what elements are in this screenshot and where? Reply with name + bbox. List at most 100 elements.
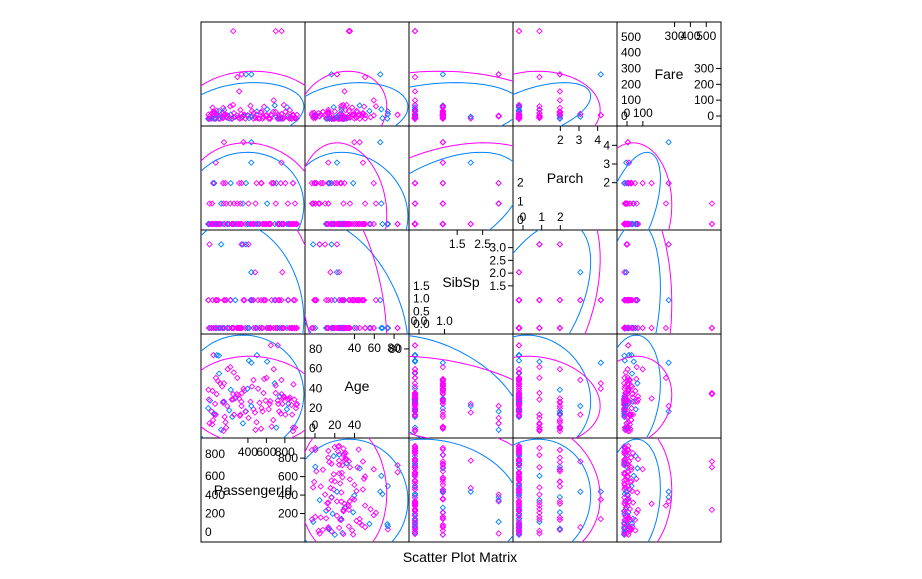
data-point xyxy=(336,480,344,487)
data-point xyxy=(620,324,628,332)
data-point xyxy=(230,109,238,117)
data-point xyxy=(411,220,419,228)
data-point xyxy=(334,448,342,455)
data-point xyxy=(439,382,447,389)
data-point xyxy=(274,397,282,404)
data-point xyxy=(411,220,419,228)
data-point xyxy=(515,324,523,332)
data-point xyxy=(556,446,564,454)
data-point xyxy=(384,526,392,533)
group-ellipse xyxy=(409,151,513,230)
data-point xyxy=(515,296,523,304)
data-point xyxy=(394,111,401,119)
data-point xyxy=(411,400,419,408)
data-point xyxy=(536,451,543,459)
data-point xyxy=(268,179,275,187)
data-point xyxy=(221,296,228,304)
data-point xyxy=(515,324,523,332)
tick-label: 0.0 xyxy=(413,317,430,331)
data-point xyxy=(515,395,523,403)
data-point xyxy=(260,103,268,110)
data-point xyxy=(623,159,630,166)
data-point xyxy=(293,220,300,228)
data-point xyxy=(378,106,385,113)
data-point xyxy=(356,296,363,304)
data-point xyxy=(495,491,502,498)
data-point xyxy=(625,376,633,384)
data-point xyxy=(515,296,523,304)
data-point xyxy=(370,112,378,119)
data-point xyxy=(515,342,523,349)
data-point xyxy=(439,220,447,228)
data-point xyxy=(552,527,557,532)
data-point xyxy=(411,470,419,477)
data-point xyxy=(360,296,368,304)
data-point xyxy=(439,363,447,371)
data-point xyxy=(325,499,332,506)
data-point xyxy=(384,522,392,530)
data-point xyxy=(356,324,363,332)
data-point xyxy=(265,406,272,413)
data-point xyxy=(349,179,357,187)
group-ellipse xyxy=(617,334,661,438)
data-point xyxy=(630,324,637,332)
data-point xyxy=(439,451,447,459)
data-point xyxy=(325,505,332,513)
data-point xyxy=(358,521,366,529)
tick-label: 20 xyxy=(328,418,342,432)
data-point xyxy=(623,377,631,385)
data-point xyxy=(411,27,419,35)
data-point xyxy=(631,179,639,187)
data-point xyxy=(411,220,419,228)
data-point xyxy=(515,377,523,385)
data-point xyxy=(411,220,419,228)
panel-frame xyxy=(512,21,618,127)
data-point xyxy=(289,179,297,187)
data-point xyxy=(345,324,353,332)
data-point xyxy=(322,220,330,228)
data-point xyxy=(238,220,246,228)
data-point xyxy=(411,220,419,228)
data-point xyxy=(338,102,345,109)
data-point xyxy=(439,220,447,228)
data-point xyxy=(515,342,523,349)
data-point xyxy=(625,179,632,187)
data-point xyxy=(515,351,523,359)
data-point xyxy=(335,115,343,122)
data-point xyxy=(556,427,564,435)
data-point xyxy=(334,324,342,332)
data-point xyxy=(354,296,361,304)
data-point xyxy=(325,454,332,461)
data-point xyxy=(272,200,279,207)
data-point xyxy=(355,220,362,228)
data-point xyxy=(334,115,342,123)
data-point xyxy=(252,426,259,434)
data-point xyxy=(378,200,385,207)
tick-label: 400 xyxy=(238,445,258,459)
data-point xyxy=(370,466,378,473)
data-point xyxy=(633,363,640,371)
data-point xyxy=(495,420,502,427)
data-point xyxy=(708,389,716,397)
data-point xyxy=(556,324,564,332)
data-point xyxy=(515,324,523,332)
panel-frame xyxy=(304,437,410,543)
data-point xyxy=(708,324,716,332)
data-point xyxy=(597,111,605,119)
data-point xyxy=(327,214,332,219)
data-point xyxy=(411,220,419,228)
data-point xyxy=(351,324,358,332)
data-point xyxy=(439,513,447,521)
data-point xyxy=(625,351,633,359)
data-point xyxy=(624,496,632,503)
data-point xyxy=(621,507,628,515)
group-ellipse xyxy=(305,230,388,334)
data-point xyxy=(272,27,279,35)
data-point xyxy=(515,296,523,304)
data-point xyxy=(515,111,523,119)
tick-label: 80 xyxy=(389,342,403,356)
group-ellipse xyxy=(305,230,408,334)
data-point xyxy=(439,111,447,118)
data-point xyxy=(439,138,447,146)
data-point xyxy=(325,296,332,304)
